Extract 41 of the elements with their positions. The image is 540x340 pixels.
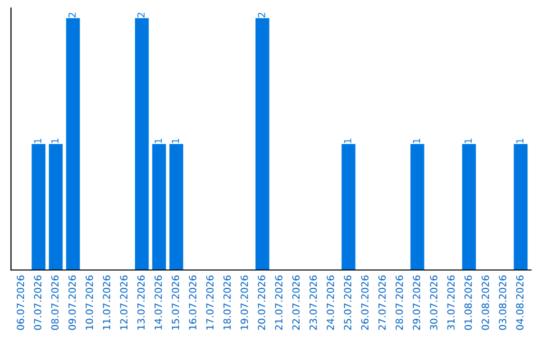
x-tick-label: 03.08.2026	[498, 275, 506, 330]
data-label: 1	[34, 138, 42, 143]
x-tick-label: 25.07.2026	[344, 275, 352, 330]
data-label: 2	[258, 12, 266, 18]
data-label: 1	[154, 138, 162, 143]
data-label: 1	[51, 138, 58, 143]
x-tick-label: 10.07.2026	[86, 275, 94, 330]
x-tick-label: 13.07.2026	[137, 275, 145, 330]
x-tick-label: 21.07.2026	[275, 275, 282, 330]
data-label: 1	[464, 138, 472, 143]
x-tick-label: 15.07.2026	[172, 275, 180, 330]
data-label: 1	[412, 138, 420, 143]
x-tick-label: 28.07.2026	[396, 275, 403, 330]
x-tick-label: 04.08.2026	[516, 275, 524, 330]
x-tick-label: 19.07.2026	[240, 275, 248, 330]
x-tick-label: 11.07.2026	[102, 275, 110, 330]
x-tick-label: 20.07.2026	[258, 275, 266, 330]
x-tick-label: 24.07.2026	[326, 275, 334, 330]
x-tick-label: 12.07.2026	[120, 275, 128, 330]
x-tick-label: 09.07.2026	[68, 275, 76, 330]
x-tick-label: 17.07.2026	[206, 275, 214, 330]
x-tick-label: 29.07.2026	[412, 275, 420, 330]
x-tick-label: 23.07.2026	[310, 275, 317, 330]
x-tick-label: 18.07.2026	[223, 275, 231, 330]
x-tick-label: 16.07.2026	[188, 275, 196, 330]
x-tick-label: 14.07.2026	[154, 275, 162, 330]
data-label: 1	[172, 138, 179, 143]
data-label: 1	[516, 138, 524, 143]
x-tick-label: 01.08.2026	[464, 275, 472, 330]
x-tick-label: 26.07.2026	[361, 275, 369, 330]
x-tick-label: 30.07.2026	[430, 275, 438, 330]
data-label: 1	[344, 138, 352, 143]
data-label: 2	[137, 12, 145, 18]
x-tick-label: 07.07.2026	[34, 275, 42, 330]
data-label: 2	[68, 12, 76, 18]
x-tick-label: 31.07.2026	[447, 275, 455, 330]
x-tick-label: 27.07.2026	[378, 275, 386, 330]
x-tick-label: 08.07.2026	[51, 275, 59, 330]
x-tick-label: 22.07.2026	[292, 275, 300, 330]
x-tick-label: 02.08.2026	[482, 275, 490, 330]
x-tick-label: 06.07.2026	[16, 275, 24, 330]
